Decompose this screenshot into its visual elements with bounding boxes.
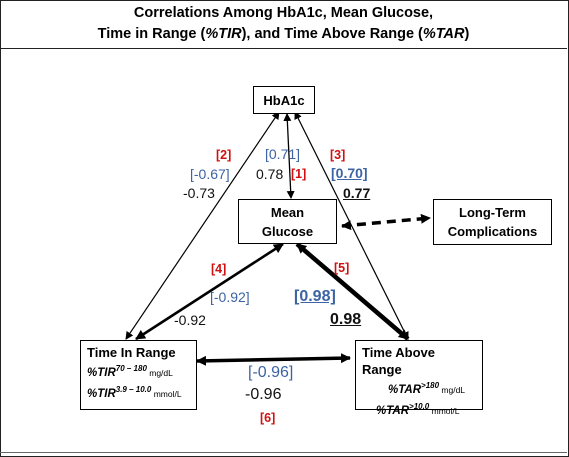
tir-item-mgdl: %TIR70 – 180 mg/dL: [87, 364, 173, 379]
c1-bracketed: [0.71]: [265, 146, 301, 162]
node-mean-glucose: Mean Glucose: [238, 199, 337, 244]
node-hba1c: HbA1c: [253, 86, 315, 114]
c6-bracketed: [-0.96]: [248, 364, 294, 381]
tir-item-mmol: %TIR3.9 – 10.0 mmol/L: [87, 384, 182, 400]
c4-value: -0.92: [174, 312, 206, 328]
c1-ref: [1]: [291, 167, 307, 181]
c3-ref: [3]: [330, 148, 346, 162]
node-long-term-complications: Long-Term Complications: [433, 199, 552, 245]
c3-value: 0.77: [343, 185, 371, 201]
c5-ref: [5]: [334, 261, 350, 275]
c4-ref: [4]: [211, 262, 227, 276]
c6-ref: [6]: [260, 411, 276, 425]
arrow-mean-glucose-tir: [135, 242, 284, 341]
title-line-1: Correlations Among HbA1c, Mean Glucose,: [133, 5, 434, 21]
arrow-tir-tar: [196, 353, 351, 366]
arrow-mean-glucose-tar: [295, 242, 410, 341]
c1-value: 0.78: [256, 166, 284, 182]
tar-title: Time Above Range: [362, 345, 435, 377]
tir-title: Time In Range: [87, 345, 176, 360]
arrow-mean-glucose-complications: [341, 213, 431, 231]
node-time-above-range: Time Above Range %TAR>180 mg/dL %TAR>10.…: [355, 340, 483, 417]
node-time-in-range: Time In Range %TIR70 – 180 mg/dL %TIR3.9…: [80, 340, 197, 410]
c2-bracketed: [-0.67]: [190, 166, 230, 182]
c2-ref: [2]: [216, 148, 232, 162]
title-line-2: Time in Range (%TIR), and Time Above Ran…: [97, 26, 470, 42]
c6-value: -0.96: [245, 386, 282, 403]
c2-value: -0.73: [183, 185, 215, 201]
c5-bracketed: [0.98]: [294, 288, 336, 305]
c5-value: 0.98: [330, 311, 362, 328]
c4-bracketed: [-0.92]: [210, 289, 250, 305]
figure-title: Correlations Among HbA1c, Mean Glucose, …: [0, 0, 567, 49]
tar-item-mgdl: %TAR>180 mg/dL: [388, 381, 466, 396]
tar-item-mmol: %TAR>10.0 mmol/L: [376, 401, 460, 417]
arrow-hba1c-mean-glucose: [283, 113, 295, 199]
bottom-divider: [0, 452, 567, 453]
c3-bracketed: [0.70]: [331, 165, 368, 181]
